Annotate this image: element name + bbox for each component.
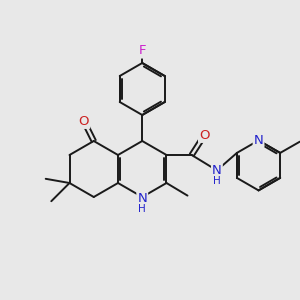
Text: N: N [137,191,147,205]
Text: N: N [254,134,263,147]
Text: F: F [139,44,146,58]
Text: H: H [213,176,221,186]
Text: H: H [138,204,146,214]
Text: N: N [212,164,222,177]
Text: O: O [199,129,209,142]
Text: O: O [79,115,89,128]
